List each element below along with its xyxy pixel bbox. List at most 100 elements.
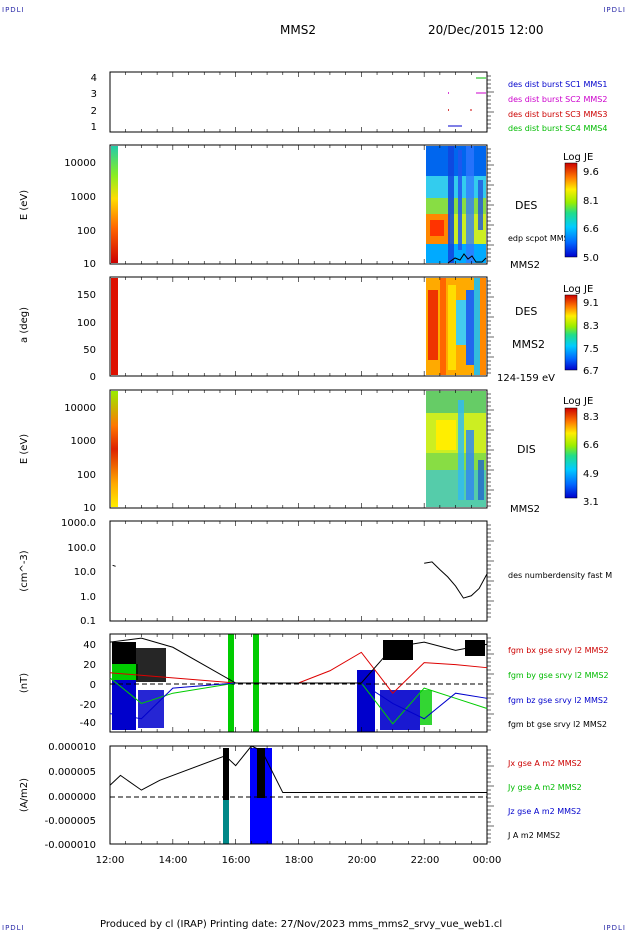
des-energy-colorbar — [564, 162, 578, 258]
bfield-ytick: -20 — [80, 700, 96, 711]
bfield-ytick: 0 — [90, 680, 96, 691]
axis-ticks — [109, 72, 494, 844]
x-axis-tick: 22:00 — [411, 855, 440, 866]
colorbar-title: Log JE — [563, 396, 593, 407]
density-point — [112, 564, 116, 567]
des-pitch-energy-range: 124-159 eV — [497, 373, 555, 384]
current-ylabel: (A/m2) — [19, 778, 30, 812]
plot-mission-title: MMS2 — [280, 23, 316, 37]
colorbar-tick: 9.1 — [583, 298, 599, 309]
x-axis-tick: 12:00 — [96, 855, 125, 866]
colorbar-tick: 6.7 — [583, 366, 599, 377]
colorbar-title: Log JE — [563, 152, 593, 163]
current-plot-frame — [109, 745, 488, 845]
bfield-series-line — [109, 651, 488, 694]
colorbar-tick: 3.1 — [583, 497, 599, 508]
current-ytick: 0.000005 — [48, 767, 96, 778]
x-axis-tick: 16:00 — [222, 855, 251, 866]
bfield-ytick: 40 — [83, 640, 96, 651]
current-legend-item: J A m2 MMS2 — [507, 831, 560, 840]
des-pitch-mms-label: MMS2 — [512, 338, 545, 351]
des-pitch-ytick: 100 — [77, 318, 96, 329]
density-ytick: 1.0 — [80, 592, 96, 603]
current-ytick: -0.000010 — [45, 840, 96, 851]
dis-energy-spectrogram — [109, 389, 488, 509]
current-series-lines — [109, 745, 487, 794]
bfield-panel — [109, 633, 488, 733]
current-ytick: 0.000010 — [48, 742, 96, 753]
des-energy-ytick: 1000 — [71, 192, 96, 203]
x-axis-tick: 14:00 — [159, 855, 188, 866]
burst-panel — [109, 71, 488, 133]
des-scpot-label: edp scpot MMS2 — [508, 234, 574, 243]
density-panel — [109, 520, 488, 622]
bfield-ytick: -40 — [80, 718, 96, 729]
des-left-strip — [111, 146, 118, 263]
bfield-legend-item: fgm bt gse srvy l2 MMS2 — [508, 720, 607, 729]
density-series-line — [424, 561, 488, 599]
colorbar-tick: 9.6 — [583, 167, 599, 178]
dis-energy-colorbar — [564, 407, 578, 499]
bfield-legend-item: fgm bz gse srvy l2 MMS2 — [508, 696, 608, 705]
corner-label-top-right: IPDLI — [603, 6, 626, 14]
colorbar-tick: 7.5 — [583, 344, 599, 355]
des-energy-ytick: 10 — [83, 259, 96, 270]
current-legend-item: Jz gse A m2 MMS2 — [507, 807, 581, 816]
dis-energy-label: DIS — [517, 443, 536, 456]
des-energy-label: DES — [515, 199, 537, 212]
bfield-series-lines — [109, 637, 488, 725]
corner-label-top-left: IPDLI — [2, 6, 25, 14]
des-pitch-ylabel: a (deg) — [19, 307, 30, 343]
burst-ytick: 4 — [91, 73, 97, 84]
colorbar-tick: 8.3 — [583, 412, 599, 423]
current-legend-item: Jy gse A m2 MMS2 — [507, 783, 582, 792]
dis-energy-ytick: 100 — [77, 470, 96, 481]
current-ytick: -0.000005 — [45, 816, 96, 827]
density-plot-frame — [109, 520, 488, 622]
colorbar-tick: 5.0 — [583, 253, 599, 264]
dis-energy-mms-label: MMS2 — [510, 504, 540, 515]
bfield-legend-item: fgm bx gse srvy l2 MMS2 — [508, 646, 609, 655]
des-pitch-colorbar — [564, 294, 578, 371]
density-ytick: 10.0 — [74, 567, 96, 578]
density-legend-item: des numberdensity fast M — [508, 571, 612, 580]
des-energy-spectrogram — [109, 144, 488, 265]
corner-label-bottom-right: IPDLI — [603, 924, 626, 932]
x-axis-tick: 00:00 — [473, 855, 502, 866]
footer-credits: Produced by cl (IRAP) Printing date: 27/… — [100, 919, 503, 930]
des-pitch-spectrogram — [109, 276, 488, 377]
bfield-ytick: 20 — [83, 660, 96, 671]
des-pitch-ytick: 150 — [77, 290, 96, 301]
density-ytick: 1000.0 — [61, 518, 96, 529]
des-energy-ylabel: E (eV) — [19, 190, 30, 220]
density-ylabel: (cm^-3) — [19, 550, 30, 591]
colorbar-title: Log JE — [563, 284, 593, 295]
dis-energy-ytick: 10 — [83, 503, 96, 514]
plot-date: 20/Dec/2015 12:00 — [428, 23, 544, 37]
des-energy-ytick: 100 — [77, 226, 96, 237]
colorbar-tick: 8.1 — [583, 196, 599, 207]
colorbar-tick: 8.3 — [583, 321, 599, 332]
burst-ytick: 2 — [91, 106, 97, 117]
x-axis-tick: 20:00 — [348, 855, 377, 866]
dis-energy-ytick: 1000 — [71, 436, 96, 447]
current-series-line — [109, 745, 487, 794]
dis-left-strip — [111, 391, 118, 507]
des-energy-ytick: 10000 — [64, 158, 96, 169]
corner-label-bottom-left: IPDLI — [2, 924, 25, 932]
current-panel — [109, 745, 488, 845]
current-ytick: 0.000000 — [48, 792, 96, 803]
burst-ytick: 3 — [91, 89, 97, 100]
density-ytick: 100.0 — [67, 543, 96, 554]
burst-ytick: 1 — [91, 122, 97, 133]
des-pitch-ytick: 50 — [83, 345, 96, 356]
x-axis-tick: 18:00 — [285, 855, 314, 866]
density-line — [112, 561, 488, 599]
burst-legend-item: des dist burst SC4 MMS4 — [508, 124, 607, 133]
burst-plot-frame — [109, 71, 488, 133]
dis-energy-ytick: 10000 — [64, 403, 96, 414]
des-pitch-label: DES — [515, 305, 537, 318]
bfield-ylabel: (nT) — [19, 673, 30, 693]
colorbar-tick: 6.6 — [583, 224, 599, 235]
